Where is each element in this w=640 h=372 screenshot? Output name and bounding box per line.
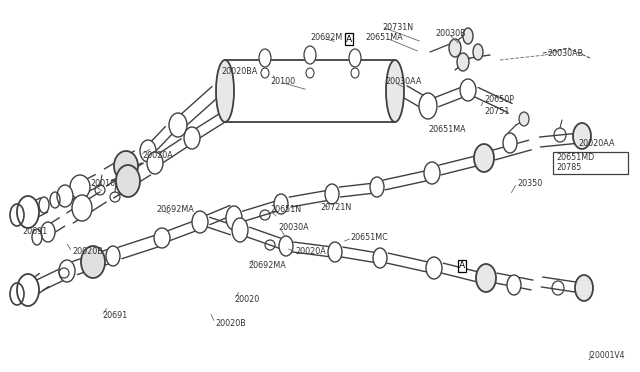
Text: 20650P: 20650P [484,96,514,105]
Ellipse shape [17,196,39,228]
Text: 20692M: 20692M [310,33,342,42]
Text: A: A [346,35,352,44]
Ellipse shape [70,175,90,199]
Ellipse shape [386,60,404,122]
Text: 20350: 20350 [517,179,542,187]
Text: 20651MA: 20651MA [428,125,466,135]
Text: 20020AA: 20020AA [578,140,614,148]
Ellipse shape [232,218,248,242]
Ellipse shape [457,53,469,71]
Ellipse shape [426,257,442,279]
Ellipse shape [279,236,293,256]
Text: 20785: 20785 [556,164,581,173]
Ellipse shape [449,39,461,57]
Ellipse shape [17,274,39,306]
Text: 20691: 20691 [102,311,127,321]
Text: 20020: 20020 [234,295,259,305]
Text: 20030A: 20030A [278,224,308,232]
Text: A: A [459,262,465,270]
Text: 20691: 20691 [22,228,47,237]
Text: 20030AB: 20030AB [547,48,583,58]
Ellipse shape [573,123,591,149]
Ellipse shape [328,242,342,262]
Text: 20651N: 20651N [270,205,301,215]
Text: 20030B: 20030B [435,29,466,38]
Ellipse shape [216,60,234,122]
Text: J20001V4: J20001V4 [588,352,625,360]
Text: 20020B: 20020B [215,318,246,327]
Ellipse shape [507,275,521,295]
Text: 20692MA: 20692MA [156,205,194,215]
Ellipse shape [419,93,437,119]
Ellipse shape [116,165,140,197]
Ellipse shape [72,195,92,221]
Ellipse shape [373,248,387,268]
Text: 20030AA: 20030AA [385,77,421,87]
Ellipse shape [460,79,476,101]
Ellipse shape [154,228,170,248]
Ellipse shape [106,246,120,266]
Ellipse shape [473,44,483,60]
Ellipse shape [274,194,288,214]
Bar [225,60,395,122]
Ellipse shape [349,49,361,67]
Ellipse shape [81,246,105,278]
Ellipse shape [259,49,271,67]
Text: 20751: 20751 [484,108,509,116]
Ellipse shape [169,113,187,137]
Ellipse shape [59,260,75,282]
Ellipse shape [575,275,593,301]
Text: 20020A: 20020A [295,247,326,257]
Text: 20010: 20010 [90,179,115,187]
Text: 20020B: 20020B [72,247,103,257]
Ellipse shape [140,140,156,162]
Text: 20731N: 20731N [382,22,413,32]
Ellipse shape [226,206,242,230]
Ellipse shape [147,152,163,174]
Ellipse shape [325,184,339,204]
Ellipse shape [41,222,55,242]
Ellipse shape [424,162,440,184]
Text: 20020BA: 20020BA [221,67,258,77]
Bar [553,152,628,174]
Ellipse shape [184,127,200,149]
Ellipse shape [192,211,208,233]
Ellipse shape [370,177,384,197]
Ellipse shape [503,133,517,153]
Ellipse shape [114,151,138,181]
Ellipse shape [474,144,494,172]
Ellipse shape [519,112,529,126]
Ellipse shape [304,46,316,64]
Text: 20721N: 20721N [320,203,351,212]
Text: 20651MD: 20651MD [556,154,595,163]
Text: 20692MA: 20692MA [248,262,285,270]
Ellipse shape [463,28,473,44]
Text: 20651MC: 20651MC [350,234,388,243]
Text: 20651MA: 20651MA [365,33,403,42]
Ellipse shape [57,185,73,207]
Text: 20020A: 20020A [142,151,173,160]
Ellipse shape [476,264,496,292]
Text: 20100: 20100 [270,77,295,87]
